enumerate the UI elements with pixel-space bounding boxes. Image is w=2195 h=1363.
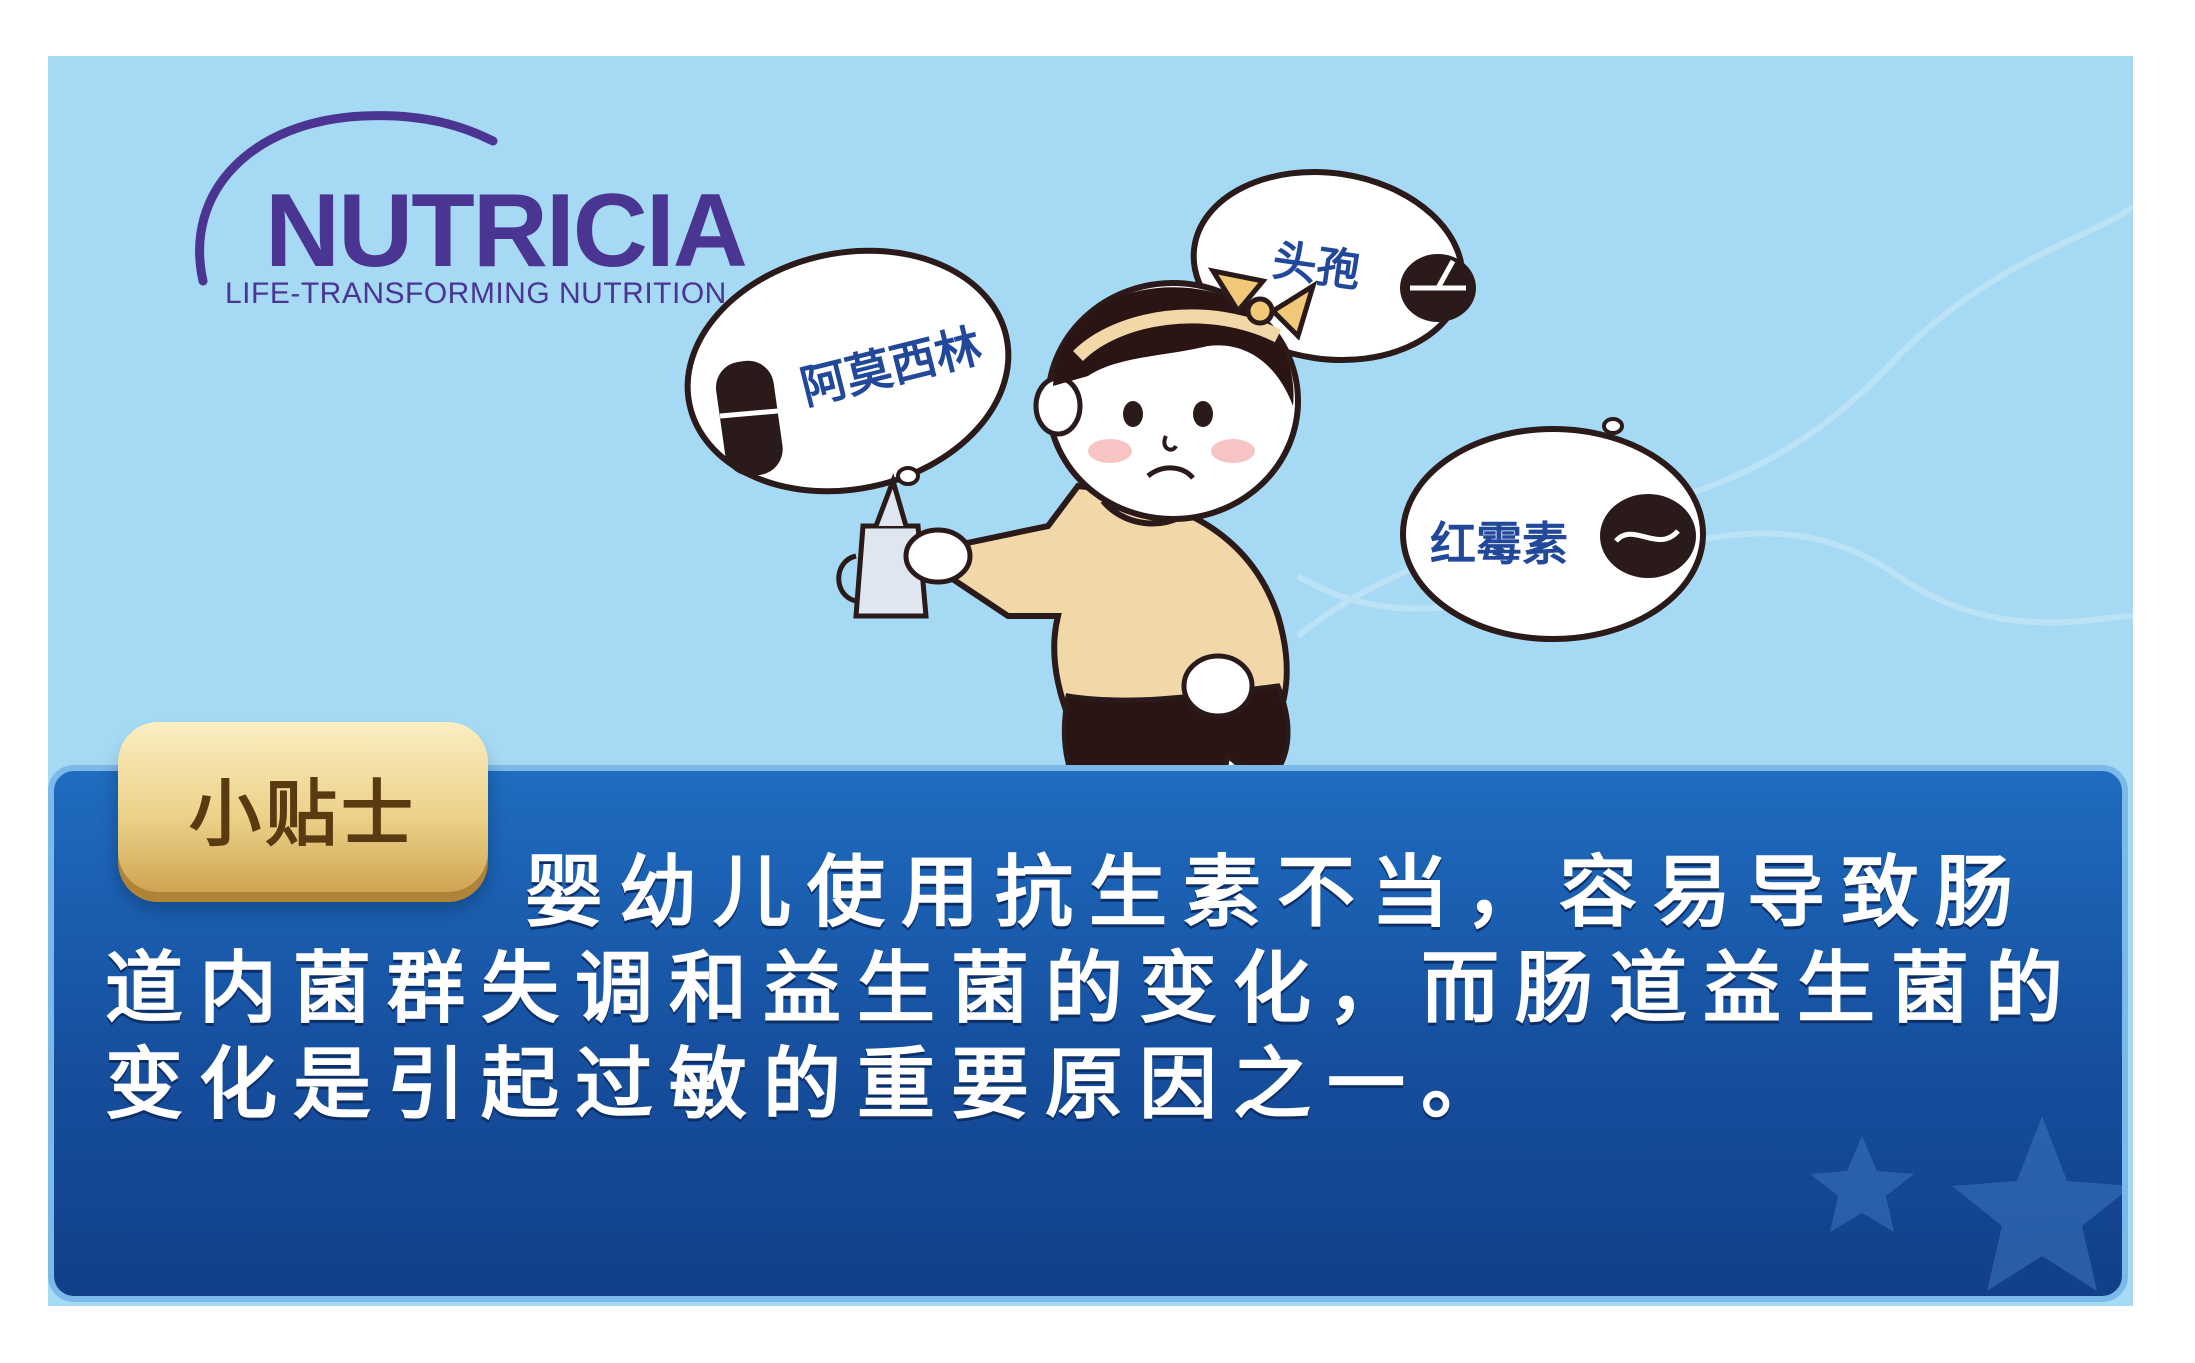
- nutricia-logo: NUTRICIA LIFE-TRANSFORMING NUTRITION: [163, 81, 748, 311]
- bubble-label-erythromycin: 红霉素: [1430, 517, 1568, 571]
- tip-badge: 小贴士: [118, 722, 488, 892]
- tablet-pill-icon: [1600, 494, 1696, 578]
- hair-bow-icon: [1207, 267, 1318, 341]
- bubble-label-cephalosporin: 头孢: [1269, 234, 1364, 298]
- tip-text: 婴幼儿使用抗生素不当，容易导致肠道内菌群失调和益生菌的变化，而肠道益生菌的变化是…: [105, 848, 2080, 1130]
- brand-name: NUTRICIA: [265, 173, 748, 289]
- logo-arc-icon: [195, 111, 498, 286]
- speech-bubble-erythromycin: [1400, 417, 1706, 642]
- tip-badge-label: 小贴士: [188, 771, 417, 856]
- star-decoration-icon: [1810, 1116, 2122, 1291]
- speech-bubble-amoxicillin: [684, 247, 1012, 495]
- round-pill-icon: [1400, 254, 1476, 322]
- capsule-pill-icon: [715, 360, 783, 476]
- brand-tagline: LIFE-TRANSFORMING NUTRITION: [225, 277, 727, 310]
